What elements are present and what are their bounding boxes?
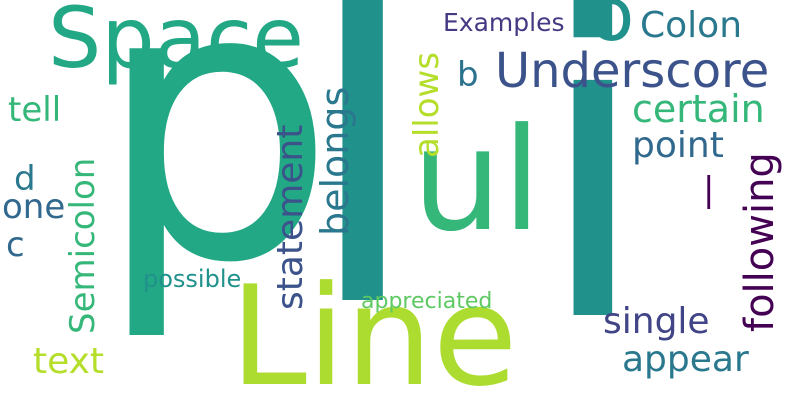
word-one: one: [2, 187, 66, 227]
word-colon: Colon: [640, 5, 743, 46]
word-statement: statement: [270, 124, 311, 310]
word-l: l: [300, 0, 426, 400]
word-underscore: Underscore: [495, 43, 770, 99]
word-c: c: [6, 225, 25, 265]
word-following: following: [737, 152, 783, 332]
word-possible: possible: [143, 265, 242, 293]
word-single: single: [603, 301, 710, 342]
word-examples: Examples: [443, 8, 565, 37]
word-ul: ul: [412, 98, 542, 263]
word-line: Line: [230, 256, 518, 400]
word-i: i: [533, 0, 653, 400]
word-appear: appear: [622, 339, 749, 380]
word-point: point: [632, 125, 724, 166]
word-space: Space: [48, 0, 304, 87]
word-b: b: [457, 55, 479, 95]
word-certain: certain: [632, 87, 765, 131]
word-text: text: [33, 341, 105, 382]
word-belongs: belongs: [313, 86, 357, 236]
word-p: p: [95, 0, 337, 346]
word-tell: tell: [8, 90, 62, 130]
word-appreciated: appreciated: [361, 289, 493, 314]
word-o: o: [589, 0, 635, 58]
word-semicolon: Semicolon: [63, 157, 103, 334]
word-allows: allows: [407, 51, 447, 158]
word-pipe: |: [703, 170, 715, 210]
word-d: d: [14, 159, 36, 199]
